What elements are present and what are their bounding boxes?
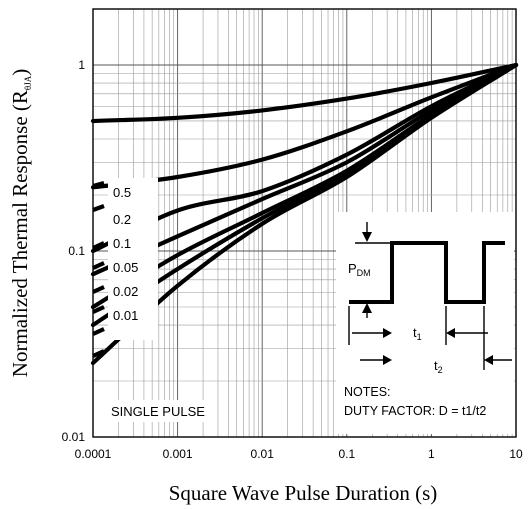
x-tick-label: 10 — [509, 447, 523, 461]
x-axis-title: Square Wave Pulse Duration (s) — [169, 481, 438, 505]
y-tick-label: 0.1 — [68, 244, 85, 258]
legend-label-0-01: 0.01 — [113, 308, 138, 323]
inset-panel — [336, 212, 514, 434]
curve-duty-0-05 — [90, 62, 519, 277]
curves-layer — [90, 62, 519, 366]
pdm-bottom-arrow-head — [362, 303, 372, 313]
single-pulse-label: SINGLE PULSE — [111, 404, 205, 419]
legend-line-stub — [92, 285, 105, 294]
pdm-arrow-head — [362, 232, 372, 242]
notes-title: NOTES: — [344, 385, 391, 399]
curve-duty-0-2 — [90, 62, 519, 190]
x-tick-label: 0.001 — [163, 447, 193, 461]
x-tick-label: 0.1 — [338, 447, 355, 461]
curve-duty-0-5 — [90, 62, 519, 124]
tick-labels: 0.0001 0.001 0.01 0.1 1 10 1 0.1 0.01 — [62, 58, 523, 461]
y-axis-title-sub: θJA — [23, 75, 33, 90]
t2-left-arrow-head — [383, 355, 392, 365]
curve-duty-single-pulse — [90, 62, 519, 366]
legend-panel — [108, 178, 158, 340]
t2-right-arrow-head — [484, 355, 493, 365]
t1-right-arrow-head — [446, 328, 455, 338]
legend-label-0-1: 0.1 — [113, 236, 131, 251]
x-tick-label: 0.0001 — [75, 447, 112, 461]
legend-line-stub — [92, 180, 105, 189]
pulse-waveform — [349, 241, 505, 304]
pdm-label: PDM — [348, 261, 371, 278]
legend-label-0-05: 0.05 — [113, 260, 138, 275]
duty-factor-note: DUTY FACTOR: D = t1/t2 — [344, 404, 486, 418]
t1-left-arrow-head — [383, 328, 392, 338]
y-tick-label: 1 — [78, 58, 85, 72]
t2-label: t2 — [434, 358, 443, 375]
legend-label-0-2: 0.2 — [113, 212, 131, 227]
legend-line-stub — [92, 241, 105, 250]
legend-line-stub — [92, 349, 105, 358]
y-tick-label: 0.01 — [62, 430, 86, 444]
y-axis-title-close: ) — [8, 69, 32, 76]
y-axis-title-main: Normalized Thermal Response (R — [8, 90, 32, 377]
plot-frame — [92, 8, 517, 438]
legend-line-stub — [92, 327, 105, 336]
y-axis-title: Normalized Thermal Response (RθJA) — [8, 69, 33, 377]
legend-line-stub — [92, 261, 105, 270]
legend: 0.5 0.2 0.1 0.05 0.02 0.01 — [92, 180, 138, 358]
legend-line-stub — [92, 305, 105, 314]
x-tick-label: 1 — [428, 447, 435, 461]
legend-line-stub — [92, 204, 105, 212]
single-pulse-label-box — [106, 400, 206, 422]
t1-label: t1 — [413, 325, 422, 342]
duty-cycle-inset: PDM t1 t2 NOTES: DUTY FACTOR: D = t1/t2 — [336, 212, 514, 434]
x-tick-label: 0.01 — [251, 447, 275, 461]
legend-label-0-02: 0.02 — [113, 284, 138, 299]
legend-label-0-5: 0.5 — [113, 185, 131, 200]
curve-duty-0-1 — [90, 62, 519, 254]
